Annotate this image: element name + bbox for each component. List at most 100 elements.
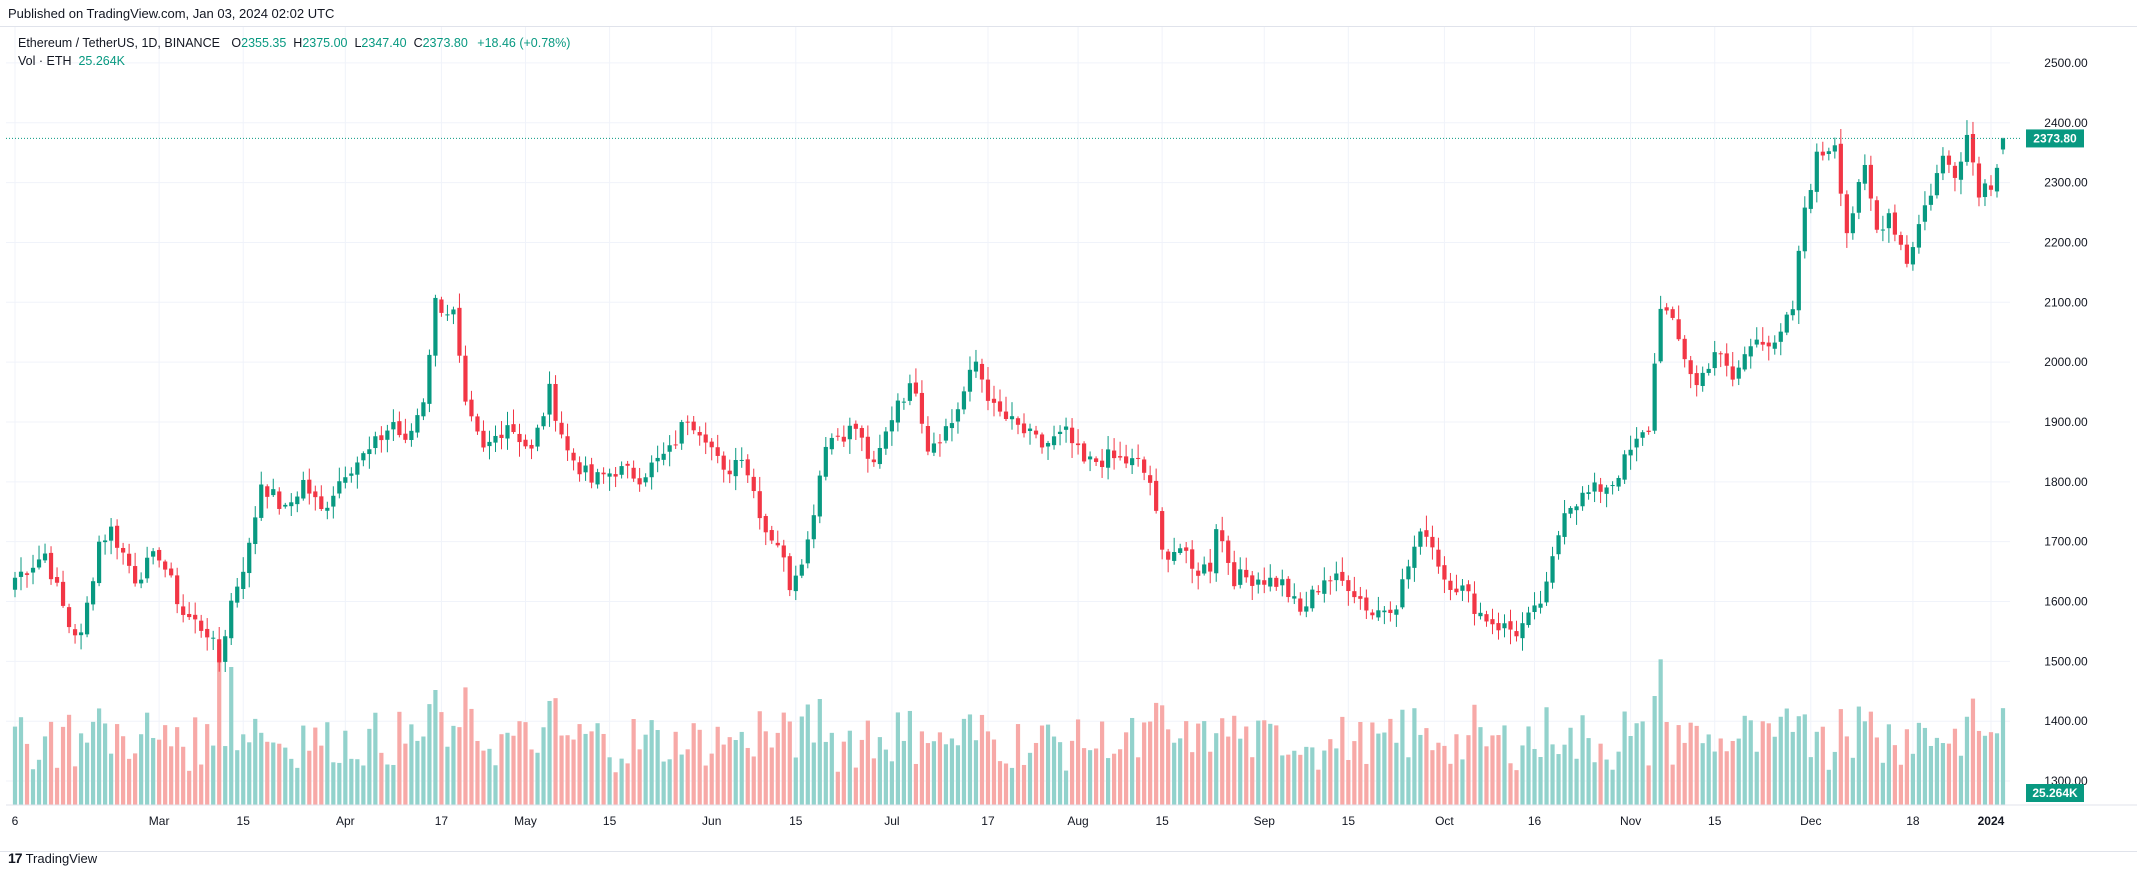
volume-bar [739, 731, 744, 805]
volume-bar [1190, 752, 1195, 805]
candle-body [589, 464, 594, 483]
candle-body [2000, 138, 2006, 150]
volume-bar [72, 766, 78, 805]
volume-bar [349, 758, 354, 805]
volume-bar [625, 763, 630, 805]
time-tick-label: 17 [981, 814, 995, 828]
volume-bar [775, 732, 780, 805]
volume-bar [973, 740, 979, 805]
candle-body [883, 431, 888, 449]
candle-body [54, 577, 60, 583]
candle-body [415, 415, 420, 433]
volume-bar [175, 727, 180, 805]
volume-bar [499, 734, 504, 805]
volume-bar [151, 737, 156, 805]
volume-bar [757, 711, 762, 805]
candle-body [1196, 570, 1201, 576]
candle-body [1364, 597, 1369, 611]
candle-body [451, 309, 456, 315]
candle-body [1045, 442, 1051, 447]
candle-body [1604, 487, 1609, 494]
volume-bar [1604, 759, 1609, 805]
candle-body [1562, 513, 1567, 537]
time-tick-label: Sep [1254, 814, 1276, 828]
time-tick-label: Dec [1800, 814, 1821, 828]
volume-bar [235, 750, 240, 805]
low-label: L [354, 36, 362, 50]
volume-bar [289, 758, 294, 805]
volume-bar [1970, 698, 1976, 805]
high-label: H [293, 36, 303, 50]
volume-bar [865, 720, 870, 805]
candle-body [421, 402, 426, 417]
time-tick-label: 17 [435, 814, 449, 828]
candle-body [72, 629, 78, 636]
candle-body [529, 444, 534, 449]
volume-bar [475, 740, 480, 805]
candle-body [1400, 579, 1405, 608]
volume-bar [577, 724, 582, 805]
candle-body [751, 476, 756, 492]
volume-bar [433, 690, 438, 805]
candle-body [1838, 143, 1843, 194]
candle-body [1460, 585, 1465, 591]
brand-name[interactable]: TradingView [25, 850, 98, 866]
candle-body [1766, 342, 1771, 347]
candle-body [145, 557, 150, 579]
candle-body [709, 441, 714, 448]
candle-body [481, 430, 486, 448]
candle-body [1424, 530, 1429, 537]
candle-body [1334, 573, 1339, 581]
volume-bar [1856, 706, 1861, 805]
price-chart[interactable]: 2500.00 2400.00 2300.00 2200.00 2100.00 2000.… [0, 27, 2137, 849]
volume-label[interactable]: Vol · ETH [18, 54, 72, 68]
volume-bar [1484, 746, 1489, 805]
candle-body [1928, 195, 1934, 205]
candle-body [1718, 353, 1723, 355]
volume-bar [1057, 742, 1063, 805]
volume-bar [1892, 745, 1897, 805]
volume-bar [955, 745, 961, 805]
volume-bar [181, 746, 186, 805]
volume-bar [102, 723, 108, 805]
candle-body [601, 472, 606, 475]
volume-bar [637, 749, 642, 805]
volume-bar [1009, 767, 1015, 805]
candle-body [1982, 183, 1988, 198]
volume-bar [829, 732, 834, 805]
volume-bar [1304, 746, 1309, 805]
volume-bar [1027, 752, 1033, 805]
candle-body [979, 363, 985, 380]
price-axis[interactable]: 2500.00 2400.00 2300.00 2200.00 2100.00 2000.… [2044, 56, 2088, 788]
candle-body [1093, 458, 1099, 462]
volume-bar [1178, 738, 1183, 805]
candle-body [1988, 185, 1994, 190]
candle-body [1706, 368, 1711, 373]
volume-bar [709, 753, 714, 805]
candle-body [1454, 588, 1459, 593]
candle-body [66, 607, 72, 628]
volume-bar [1142, 722, 1147, 805]
volume-bar [691, 723, 696, 805]
volume-bar [1418, 734, 1423, 805]
candle-body [841, 436, 846, 442]
time-axis[interactable]: 6 Mar 15 Apr 17 May 15 Jun 15 Jul 17 Aug 15 Sep 15 Oct 1… [6, 804, 2137, 828]
volume-bar [1382, 732, 1387, 805]
candle-body [1856, 182, 1861, 213]
volume-bar [30, 769, 36, 805]
volume-bar [1370, 722, 1375, 805]
volume-bar [871, 758, 876, 805]
volume-bar [1646, 765, 1651, 805]
volume-bar [403, 743, 408, 805]
volume-bar [661, 761, 666, 805]
volume-bar [1544, 707, 1549, 805]
volume-bar [925, 743, 931, 805]
symbol-label[interactable]: Ethereum / TetherUS, 1D, BINANCE [18, 36, 220, 50]
candle-body [1346, 580, 1351, 592]
candle-body [343, 477, 348, 483]
volume-bar [1490, 735, 1495, 805]
volume-bar [673, 731, 678, 805]
volume-bar [463, 687, 468, 805]
candle-body [1958, 161, 1964, 180]
tradingview-logo-icon: 17 [8, 850, 23, 866]
